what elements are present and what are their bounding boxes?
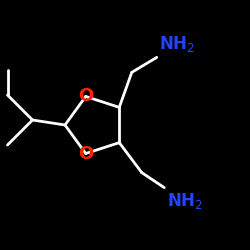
Text: NH$_2$: NH$_2$ bbox=[159, 34, 195, 54]
Text: O: O bbox=[78, 144, 93, 162]
Text: O: O bbox=[78, 88, 93, 106]
Text: NH$_2$: NH$_2$ bbox=[167, 192, 202, 212]
